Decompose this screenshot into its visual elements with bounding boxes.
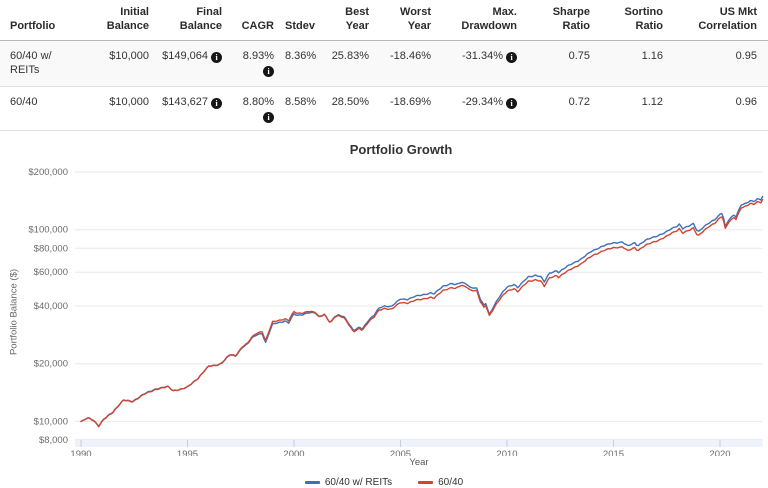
cell-final_balance: $149,064 i — [160, 40, 233, 88]
x-tick-label: 2015 — [603, 449, 624, 456]
legend-label: 60/40 — [438, 476, 464, 488]
y-tick-label: $200,000 — [28, 167, 68, 178]
x-tick-label: 1990 — [70, 449, 91, 456]
y-tick-label: $100,000 — [28, 224, 68, 235]
column-header-sortino_ratio: Sortino Ratio — [601, 0, 674, 41]
legend-item-60-40-w-reits: 60/40 w/ REITs — [304, 476, 393, 488]
cell-value: -31.34% — [462, 49, 503, 62]
cell-value: 0.96 — [735, 96, 757, 109]
cell-cagr: 8.93% i — [233, 40, 285, 88]
axis-band — [75, 439, 763, 447]
cell-us_mkt_correlation: 0.95 — [674, 40, 768, 88]
cell-value: -29.34% — [462, 96, 503, 109]
table-body: 60/40 w/ REITs $10,000 $149,064 i 8.93%i 8.36… — [0, 40, 768, 131]
cell-value: 1.12 — [641, 96, 663, 109]
cell-sortino_ratio: 1.12 — [601, 86, 674, 131]
table-row: 60/40 $10,000 $143,627 i 8.80%i 8.58% 28.50% -1… — [0, 86, 768, 131]
column-header-cagr: CAGR — [233, 0, 285, 41]
info-icon[interactable]: i — [211, 51, 222, 63]
legend-swatch-blue — [304, 480, 320, 484]
x-tick-label: 2020 — [709, 449, 730, 456]
cell-value: 60/40 w/ REITs — [10, 49, 52, 76]
cell-max_drawdown: -31.34% i — [442, 40, 528, 88]
info-icon[interactable]: i — [263, 112, 274, 124]
cell-cagr: 8.80% i — [233, 86, 285, 131]
cell-stdev: 8.58% — [285, 86, 326, 131]
cell-value: $143,627 — [162, 96, 208, 109]
series-line-60-40 — [80, 198, 764, 428]
legend-swatch-red — [418, 480, 434, 484]
column-header-worst_year: Worst Year — [380, 0, 442, 41]
series-line-60-40-w-reits — [80, 195, 764, 427]
cell-value: 8.80% — [242, 96, 274, 109]
cell-value: 25.83% — [331, 49, 369, 62]
x-tick-label: 2010 — [496, 449, 517, 456]
portfolio-growth-section: Portfolio Growth Portfolio Balance ($) $… — [0, 142, 768, 488]
cell-max_drawdown: -29.34% i — [442, 86, 528, 131]
metrics-table: Portfolio Initial Balance Final Balance CAG… — [0, 0, 768, 131]
cell-value: 0.75 — [568, 49, 590, 62]
cell-stdev: 8.36% — [285, 40, 326, 88]
chart-legend: 60/40 w/ REITs 60/40 — [0, 477, 768, 488]
chart-title: Portfolio Growth — [349, 141, 453, 157]
cell-value: 8.36% — [285, 49, 317, 62]
cell-value: $149,064 — [162, 49, 208, 62]
column-header-sharpe_ratio: Sharpe Ratio — [528, 0, 601, 41]
column-header-stdev: Stdev — [285, 0, 326, 41]
info-icon[interactable]: i — [211, 98, 222, 110]
info-icon[interactable]: i — [506, 98, 517, 110]
cell-sortino_ratio: 1.16 — [601, 40, 674, 88]
cell-final_balance: $143,627 i — [160, 86, 233, 131]
table-head: Portfolio Initial Balance Final Balance CAG… — [0, 0, 768, 41]
cell-value: 8.93% — [242, 49, 274, 62]
cell-value: 1.16 — [641, 49, 663, 62]
cell-value: 60/40 — [10, 96, 38, 109]
column-header-portfolio: Portfolio — [0, 0, 90, 41]
x-tick-label: 2000 — [283, 449, 304, 456]
portfolio-growth-chart: $200,000 $100,000 $80,000 $60,000 $40,000 $20… — [28, 167, 764, 456]
y-axis-label: Portfolio Balance ($) — [8, 268, 20, 355]
cell-value: $10,000 — [109, 96, 149, 109]
y-tick-label: $8,000 — [39, 435, 68, 446]
y-tick-label: $40,000 — [34, 301, 68, 312]
cell-portfolio: 60/40 — [0, 86, 90, 131]
legend-item-60-40: 60/40 — [418, 477, 463, 488]
cell-value: 0.95 — [735, 49, 757, 62]
legend-label: 60/40 w/ REITs — [324, 476, 393, 488]
cell-value: 0.72 — [568, 96, 590, 109]
column-header-us_mkt_correlation: US Mkt Correlation — [674, 0, 768, 41]
cell-portfolio: 60/40 w/ REITs — [0, 40, 90, 88]
column-header-max_drawdown: Max. Drawdown — [442, 0, 528, 41]
cell-best_year: 28.50% — [326, 86, 380, 131]
y-tick-label: $20,000 — [34, 358, 68, 369]
header-row: Portfolio Initial Balance Final Balance CAG… — [0, 0, 768, 41]
cell-sharpe_ratio: 0.72 — [528, 86, 601, 131]
cell-sharpe_ratio: 0.75 — [528, 40, 601, 88]
cell-best_year: 25.83% — [326, 40, 380, 88]
column-header-best_year: Best Year — [326, 0, 380, 41]
cell-initial_balance: $10,000 — [90, 40, 160, 88]
y-tick-label: $80,000 — [34, 243, 68, 254]
y-tick-label: $60,000 — [34, 267, 68, 278]
info-icon[interactable]: i — [263, 65, 274, 77]
cell-worst_year: -18.46% — [380, 40, 442, 88]
cell-worst_year: -18.69% — [380, 86, 442, 131]
column-header-final_balance: Final Balance — [160, 0, 233, 41]
cell-value: -18.46% — [390, 49, 431, 62]
info-icon[interactable]: i — [506, 51, 517, 63]
cell-value: 28.50% — [331, 96, 369, 109]
table-row: 60/40 w/ REITs $10,000 $149,064 i 8.93%i 8.36… — [0, 40, 768, 88]
x-tick-label: 2005 — [390, 449, 411, 456]
cell-us_mkt_correlation: 0.96 — [674, 86, 768, 131]
cell-initial_balance: $10,000 — [90, 86, 160, 131]
cell-value: $10,000 — [109, 49, 149, 62]
x-tick-label: 1995 — [177, 449, 198, 456]
cell-value: -18.69% — [390, 96, 431, 109]
column-header-initial_balance: Initial Balance — [90, 0, 160, 41]
x-axis-label: Year — [409, 456, 429, 468]
y-tick-label: $10,000 — [34, 416, 68, 427]
cell-value: 8.58% — [285, 96, 317, 109]
